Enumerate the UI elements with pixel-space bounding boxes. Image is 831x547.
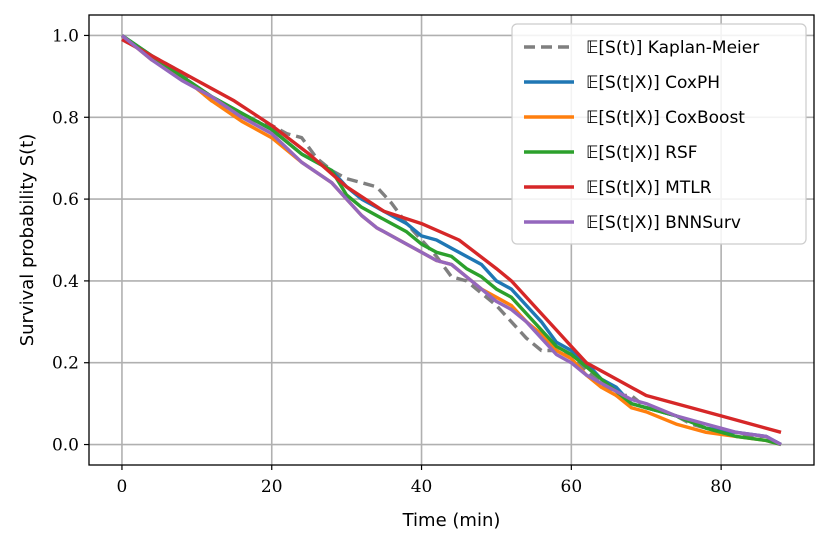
legend-entry: 𝔼[S(t|X)] MTLR bbox=[586, 178, 712, 198]
x-tick-label: 60 bbox=[561, 477, 583, 497]
series-line-4 bbox=[121, 38, 782, 434]
x-axis-label: Time (min) bbox=[402, 510, 501, 531]
legend: 𝔼[S(t)] Kaplan-Meier 𝔼[S(t|X)] CoxPH 𝔼[S(t… bbox=[511, 23, 807, 245]
legend-entry: 𝔼[S(t|X)] CoxBoost bbox=[586, 108, 745, 128]
legend-entry: 𝔼[S(t|X)] CoxPH bbox=[586, 73, 720, 93]
x-tick-label: 80 bbox=[710, 477, 732, 497]
y-tick-label: 0.8 bbox=[52, 108, 79, 128]
series-line-3 bbox=[121, 34, 782, 447]
legend-entry: 𝔼[S(t)] Kaplan-Meier bbox=[586, 38, 759, 58]
y-tick-label: 0.0 bbox=[52, 436, 79, 456]
y-tick-label: 0.2 bbox=[52, 354, 79, 374]
legend-box bbox=[511, 23, 807, 245]
y-tick-label: 0.6 bbox=[52, 190, 79, 210]
series-lines bbox=[120, 34, 782, 447]
x-tick-label: 40 bbox=[411, 477, 433, 497]
x-tick-label: 0 bbox=[117, 477, 128, 497]
legend-entry: 𝔼[S(t|X)] BNNSurv bbox=[586, 213, 741, 233]
y-axis-label: Survival probability S(t) bbox=[17, 134, 38, 347]
x-tick-label: 20 bbox=[261, 477, 283, 497]
plot-frame bbox=[88, 14, 815, 466]
y-tick-label: 1.0 bbox=[52, 26, 79, 46]
y-tick-label: 0.4 bbox=[52, 272, 79, 292]
series-line-5 bbox=[120, 34, 782, 446]
axis-ticks: 0 20 40 60 80 0.0 0.2 0.4 0.6 0.8 1.0 bbox=[52, 26, 732, 497]
legend-entry: 𝔼[S(t|X)] RSF bbox=[586, 143, 698, 163]
